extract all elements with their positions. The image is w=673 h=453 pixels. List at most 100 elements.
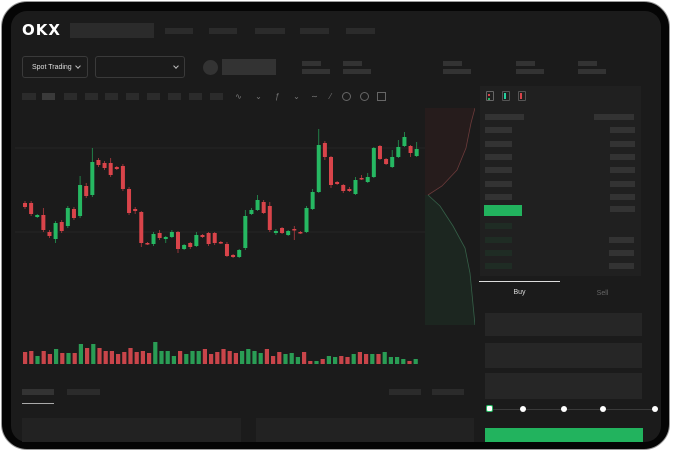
volume-bar bbox=[326, 356, 331, 364]
filter-button[interactable] bbox=[432, 389, 464, 395]
pair-price bbox=[222, 59, 276, 75]
last-price bbox=[484, 205, 522, 216]
volume-bar bbox=[97, 348, 102, 364]
timeframe-button[interactable] bbox=[168, 93, 181, 100]
chart-type-icon[interactable]: ⌄ bbox=[255, 92, 262, 101]
total-input[interactable] bbox=[485, 373, 642, 399]
timeframe-button[interactable] bbox=[189, 93, 202, 100]
volume-bar bbox=[165, 351, 170, 364]
candle-body bbox=[145, 243, 150, 245]
settings-icon[interactable] bbox=[360, 92, 369, 101]
candle bbox=[47, 230, 52, 238]
orders-tab[interactable] bbox=[22, 389, 54, 395]
fullscreen-icon[interactable] bbox=[377, 92, 386, 101]
timeframe-button[interactable] bbox=[147, 93, 160, 100]
nav-item[interactable] bbox=[255, 28, 285, 34]
nav-item[interactable] bbox=[165, 28, 193, 34]
candle bbox=[365, 173, 370, 183]
tab-sell[interactable]: Sell bbox=[596, 290, 609, 297]
candle-body bbox=[59, 222, 64, 231]
timeframe-button[interactable] bbox=[126, 93, 139, 100]
pair-dropdown[interactable] bbox=[95, 56, 185, 78]
book-both-icon[interactable] bbox=[486, 91, 494, 101]
price-input[interactable] bbox=[485, 313, 642, 336]
volume-bar bbox=[357, 352, 362, 364]
ask-amount bbox=[610, 167, 635, 173]
candle-body bbox=[188, 243, 193, 247]
volume-bar bbox=[140, 351, 145, 364]
volume-bar bbox=[35, 356, 40, 364]
nav-item[interactable] bbox=[209, 28, 237, 34]
snapshot-icon[interactable] bbox=[342, 92, 351, 101]
volume-bar bbox=[295, 357, 300, 364]
market-type-dropdown[interactable]: Spot Trading bbox=[22, 56, 88, 78]
volume-bar bbox=[47, 354, 52, 364]
volume-bar bbox=[78, 344, 83, 364]
candle bbox=[71, 207, 76, 220]
candle-body bbox=[316, 145, 321, 192]
function-icon[interactable]: ƒ bbox=[275, 92, 280, 101]
depth-asks-area bbox=[425, 108, 475, 195]
slider-step-50[interactable] bbox=[561, 406, 567, 412]
volume-bar bbox=[333, 357, 338, 364]
timeframe-button[interactable] bbox=[22, 93, 36, 100]
volume-bar bbox=[54, 349, 59, 364]
buy-submit-button[interactable] bbox=[485, 428, 643, 442]
candle bbox=[127, 187, 132, 215]
coin-avatar bbox=[203, 60, 218, 75]
candle bbox=[224, 242, 229, 257]
candle-body bbox=[157, 233, 162, 238]
tab-buy[interactable]: Buy bbox=[513, 289, 526, 296]
bid-price bbox=[485, 263, 512, 269]
search-bar[interactable] bbox=[70, 23, 154, 38]
nav-item[interactable] bbox=[300, 28, 329, 34]
candle bbox=[90, 148, 95, 197]
line-tool-icon[interactable]: ∼ bbox=[311, 92, 318, 101]
pen-icon[interactable]: ⁄ bbox=[329, 92, 332, 101]
volume-bar bbox=[407, 361, 412, 364]
book-bids-icon[interactable] bbox=[502, 91, 510, 101]
volume-bar bbox=[345, 357, 350, 364]
slider-step-75[interactable] bbox=[600, 406, 606, 412]
slider-step-25[interactable] bbox=[520, 406, 526, 412]
depth-chart bbox=[425, 108, 475, 325]
candle bbox=[114, 166, 119, 170]
timeframe-button[interactable] bbox=[85, 93, 98, 100]
candle-body bbox=[53, 223, 58, 239]
timeframe-button[interactable] bbox=[105, 93, 118, 100]
indicator-icon[interactable]: ∿ bbox=[235, 92, 242, 101]
nav-item[interactable] bbox=[346, 28, 375, 34]
slider-step-100[interactable] bbox=[652, 406, 658, 412]
candlestick-chart[interactable] bbox=[15, 105, 425, 335]
candle-body bbox=[310, 192, 315, 209]
volume-bar bbox=[190, 351, 195, 364]
timeframe-button[interactable] bbox=[210, 93, 223, 100]
volume-bar bbox=[122, 352, 127, 364]
candle-body bbox=[194, 235, 199, 246]
candle-body bbox=[359, 178, 364, 180]
depth-bids-line bbox=[427, 194, 475, 325]
history-tab[interactable] bbox=[67, 389, 100, 395]
okx-logo[interactable]: OKX bbox=[22, 21, 61, 39]
book-asks-icon[interactable] bbox=[518, 91, 526, 101]
volume-bar bbox=[264, 349, 269, 364]
timeframe-button[interactable] bbox=[64, 93, 77, 100]
volume-bar bbox=[209, 354, 214, 364]
ask-price bbox=[485, 194, 512, 200]
volume-bar bbox=[109, 351, 114, 364]
candle-body bbox=[396, 147, 401, 157]
candle-body bbox=[304, 208, 309, 232]
volume-bar bbox=[376, 354, 381, 364]
candle-body bbox=[298, 232, 303, 234]
candle bbox=[396, 140, 401, 158]
amount-slider-track[interactable] bbox=[489, 409, 655, 410]
candle-body bbox=[96, 160, 101, 165]
filter-button[interactable] bbox=[389, 389, 421, 395]
timeframe-button-active[interactable] bbox=[42, 93, 55, 100]
candle bbox=[108, 158, 113, 177]
amount-input[interactable] bbox=[485, 343, 642, 368]
amount-slider-handle[interactable] bbox=[486, 405, 493, 412]
candle bbox=[151, 232, 156, 246]
volume-bar bbox=[351, 354, 356, 364]
chevron-down-icon[interactable]: ⌄ bbox=[293, 92, 300, 101]
